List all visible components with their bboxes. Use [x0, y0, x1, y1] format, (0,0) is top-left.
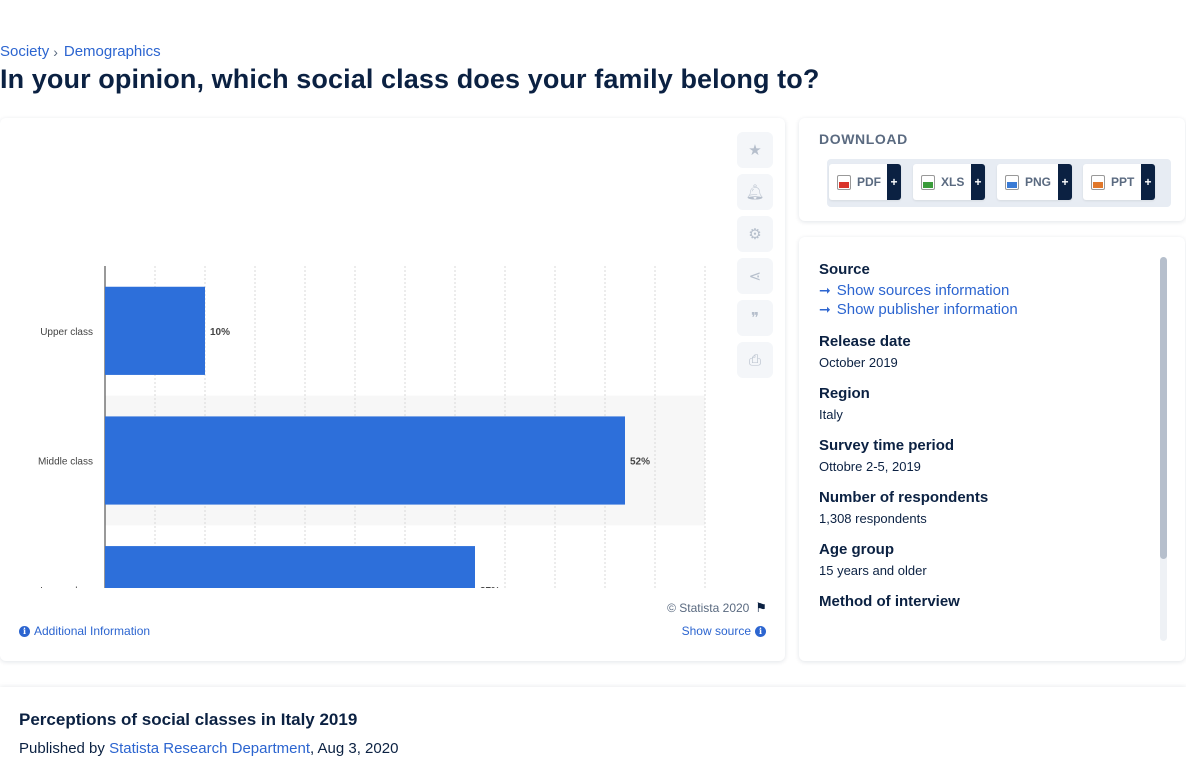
statistic-details: Source ➞ Show sources information ➞ Show p…	[819, 261, 1149, 625]
method-section: Method of interview	[819, 593, 1149, 610]
statistic-details-panel: Source ➞ Show sources information ➞ Show p…	[799, 237, 1185, 661]
share-icon: ⋖	[748, 268, 762, 285]
arrow-right-icon: ➞	[819, 301, 831, 317]
release-date-value: October 2019	[819, 355, 898, 370]
copyright-text: © Statista 2020	[667, 601, 750, 615]
print-button[interactable]: ⎙	[737, 342, 773, 378]
age-group-section: Age group 15 years and older	[819, 541, 1149, 578]
published-by-label: Published by	[19, 740, 110, 757]
breadcrumb-demographics[interactable]: Demographics	[63, 43, 161, 60]
show-source-label: Show source	[681, 624, 751, 638]
ppt-file-icon	[1091, 174, 1105, 190]
bar	[105, 416, 625, 505]
plus-icon: +	[971, 164, 985, 200]
category-label: Upper class	[40, 327, 93, 338]
bar-chart: 0%5%10%15%20%25%30%35%40%45%50%55%60%Upp…	[38, 266, 706, 588]
quote-icon: ❞	[750, 310, 760, 327]
flag-icon[interactable]: ⚑	[755, 600, 767, 615]
download-ppt-button[interactable]: PPT +	[1083, 164, 1155, 200]
category-label: Lower class	[40, 586, 93, 588]
category-label: Middle class	[38, 457, 93, 468]
survey-period-value: Ottobre 2-5, 2019	[819, 459, 921, 474]
survey-period-label: Survey time period	[819, 437, 955, 454]
download-title: DOWNLOAD	[819, 131, 908, 147]
arrow-right-icon: ➞	[819, 282, 831, 298]
breadcrumb-society[interactable]: Society	[0, 43, 50, 60]
chart-panel: 0%5%10%15%20%25%30%35%40%45%50%55%60%Upp…	[0, 118, 785, 661]
download-panel: DOWNLOAD PDF + XLS + PNG + PPT +	[799, 118, 1185, 221]
plus-icon: +	[1058, 164, 1072, 200]
notification-button[interactable]: 🔔︎	[737, 174, 773, 210]
data-label: 10%	[210, 327, 230, 338]
additional-information-link[interactable]: i Additional Information	[19, 624, 150, 638]
bar	[105, 286, 205, 375]
cite-button[interactable]: ❞	[737, 300, 773, 336]
statistic-title: Perceptions of social classes in Italy 2…	[19, 710, 358, 729]
data-label: 37%	[480, 586, 500, 588]
download-buttons: PDF + XLS + PNG + PPT +	[827, 159, 1171, 207]
bar	[105, 546, 475, 588]
copyright: © Statista 2020 ⚑	[667, 600, 767, 616]
show-sources-label: Show sources information	[836, 282, 1010, 299]
region-label: Region	[819, 385, 870, 402]
age-group-value: 15 years and older	[819, 563, 927, 578]
breadcrumb: Society › Demographics	[0, 43, 161, 60]
print-icon: ⎙	[748, 351, 761, 369]
download-ppt-label: PPT	[1111, 175, 1135, 189]
png-file-icon	[1005, 174, 1019, 190]
plus-icon: +	[1141, 164, 1155, 200]
show-publisher-label: Show publisher information	[836, 301, 1018, 318]
download-pdf-button[interactable]: PDF +	[829, 164, 901, 200]
bell-icon: 🔔︎	[745, 184, 765, 201]
publisher-link[interactable]: Statista Research Department	[109, 740, 310, 757]
respondents-section: Number of respondents 1,308 respondents	[819, 489, 1149, 526]
show-sources-link[interactable]: ➞ Show sources information	[819, 282, 1149, 299]
download-xls-label: XLS	[941, 175, 965, 189]
source-label: Source	[819, 261, 870, 278]
publication-date: , Aug 3, 2020	[310, 740, 399, 757]
data-label: 52%	[630, 457, 650, 468]
chart-toolbar: ★ 🔔︎ ⚙ ⋖ ❞ ⎙	[737, 132, 773, 378]
statistic-summary: Perceptions of social classes in Italy 2…	[0, 687, 1186, 760]
scrollbar-thumb[interactable]	[1160, 257, 1167, 559]
show-publisher-link[interactable]: ➞ Show publisher information	[819, 301, 1149, 318]
breadcrumb-chevron-icon: ›	[53, 43, 58, 60]
survey-period-section: Survey time period Ottobre 2-5, 2019	[819, 437, 1149, 474]
page-title: In your opinion, which social class does…	[0, 64, 820, 94]
respondents-label: Number of respondents	[819, 489, 989, 506]
download-png-label: PNG	[1025, 175, 1052, 189]
gear-icon: ⚙	[748, 226, 762, 243]
release-date-section: Release date October 2019	[819, 333, 1149, 370]
info-icon: i	[19, 625, 30, 637]
source-section: Source ➞ Show sources information ➞ Show p…	[819, 261, 1149, 318]
show-source-link[interactable]: Show source i	[682, 624, 766, 638]
pdf-file-icon	[837, 174, 851, 190]
method-label: Method of interview	[819, 593, 960, 610]
plus-icon: +	[887, 164, 901, 200]
settings-button[interactable]: ⚙	[737, 216, 773, 252]
star-icon: ★	[748, 142, 762, 159]
download-png-button[interactable]: PNG +	[997, 164, 1072, 200]
publication-line: Published by Statista Research Departmen…	[19, 740, 398, 757]
download-xls-button[interactable]: XLS +	[913, 164, 985, 200]
download-pdf-label: PDF	[857, 175, 881, 189]
page-header: Society › Demographics In your opinion, …	[0, 0, 1186, 118]
region-value: Italy	[819, 407, 843, 422]
age-group-label: Age group	[819, 541, 894, 558]
share-button[interactable]: ⋖	[737, 258, 773, 294]
details-scrollbar[interactable]	[1160, 257, 1167, 641]
release-date-label: Release date	[819, 333, 911, 350]
info-icon: i	[755, 625, 766, 637]
respondents-value: 1,308 respondents	[819, 511, 927, 526]
favorite-button[interactable]: ★	[737, 132, 773, 168]
xls-file-icon	[921, 174, 935, 190]
region-section: Region Italy	[819, 385, 1149, 422]
additional-information-label: Additional Information	[34, 624, 151, 638]
